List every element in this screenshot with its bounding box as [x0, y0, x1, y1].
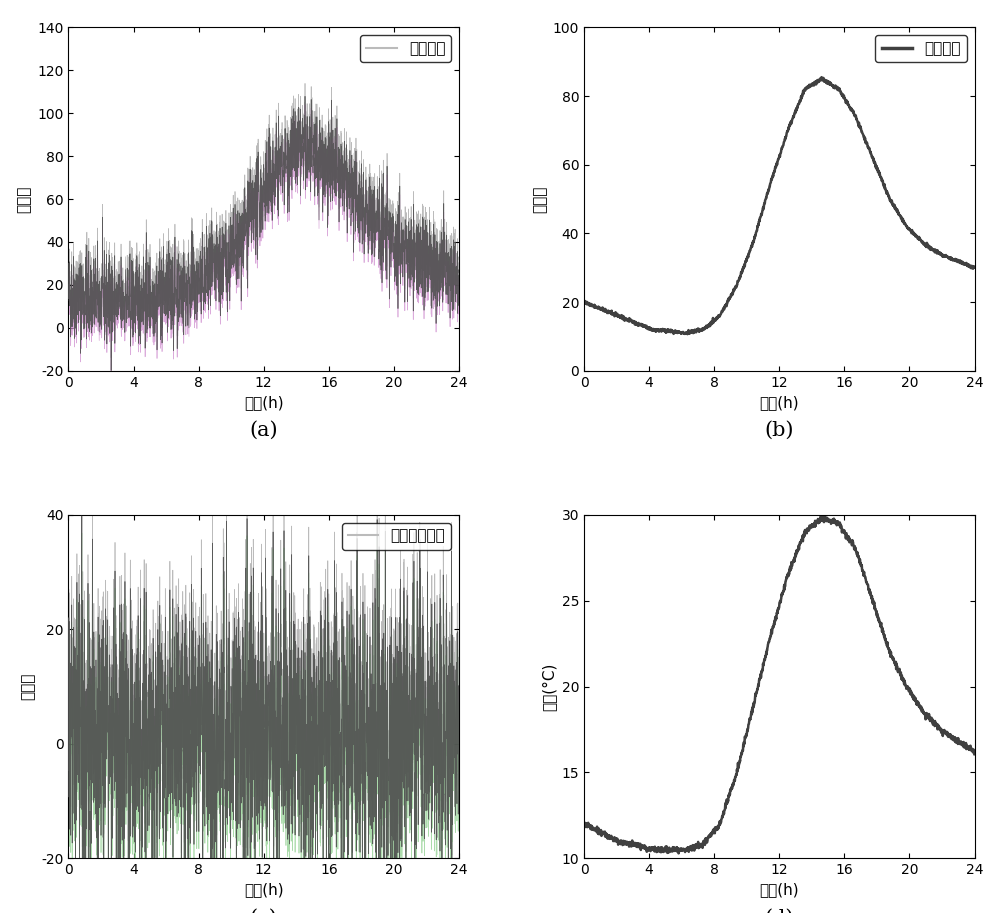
- Y-axis label: 温度(°C): 温度(°C): [541, 662, 556, 710]
- Y-axis label: 微应变: 微应变: [17, 185, 32, 213]
- Legend: 车辆荷载应变: 车辆荷载应变: [342, 522, 451, 550]
- X-axis label: 时间(h): 时间(h): [759, 883, 799, 897]
- Text: (b): (b): [765, 421, 794, 440]
- Legend: 温度应变: 温度应变: [875, 35, 967, 62]
- Text: (a): (a): [249, 421, 278, 440]
- X-axis label: 时间(h): 时间(h): [759, 395, 799, 410]
- Y-axis label: 微应变: 微应变: [532, 185, 547, 213]
- Y-axis label: 微应变: 微应变: [21, 673, 36, 700]
- X-axis label: 时间(h): 时间(h): [244, 395, 284, 410]
- Legend: 实测应变: 实测应变: [360, 35, 451, 62]
- Text: (d): (d): [765, 908, 794, 913]
- X-axis label: 时间(h): 时间(h): [244, 883, 284, 897]
- Text: (c): (c): [250, 908, 278, 913]
